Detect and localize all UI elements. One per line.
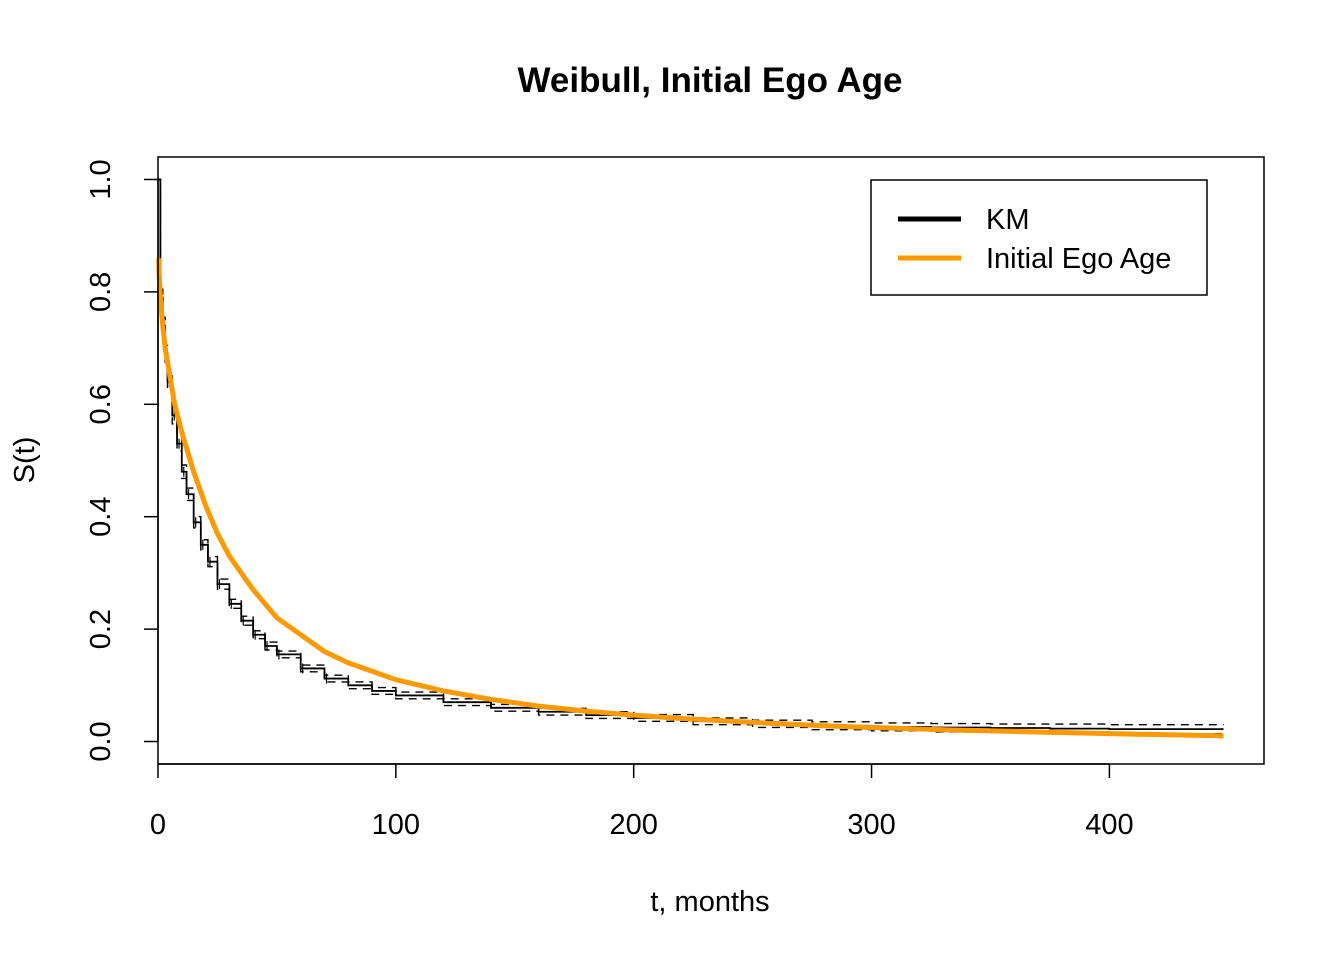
legend-label-initial-ego-age: Initial Ego Age xyxy=(986,243,1171,275)
y-tick-label: 0.8 xyxy=(85,272,117,312)
x-tick-label: 300 xyxy=(847,809,895,841)
y-tick-label: 0.0 xyxy=(85,721,117,761)
x-tick-label: 200 xyxy=(610,809,658,841)
legend-label-km: KM xyxy=(986,204,1030,236)
x-tick-label: 0 xyxy=(150,809,166,841)
x-tick-label: 100 xyxy=(372,809,420,841)
y-axis-label: S(t) xyxy=(9,437,41,484)
km-ci-lower-line xyxy=(158,178,1224,735)
legend: KM Initial Ego Age xyxy=(870,179,1208,296)
y-axis: 0.0 0.2 0.4 0.6 0.8 1.0 xyxy=(85,159,159,762)
series-layer xyxy=(156,178,1224,739)
y-tick-label: 0.6 xyxy=(85,384,117,424)
y-tick-label: 0.2 xyxy=(85,609,117,649)
x-axis-label: t, months xyxy=(650,886,769,918)
y-tick-label: 0.4 xyxy=(85,497,117,537)
chart-title: Weibull, Initial Ego Age xyxy=(517,61,902,100)
legend-box xyxy=(870,179,1208,296)
initial-ego-age-fitted-line xyxy=(156,258,1224,739)
x-axis: 0 100 200 300 400 xyxy=(150,763,1134,841)
x-tick-label: 400 xyxy=(1085,809,1133,841)
y-tick-label: 1.0 xyxy=(85,159,117,199)
